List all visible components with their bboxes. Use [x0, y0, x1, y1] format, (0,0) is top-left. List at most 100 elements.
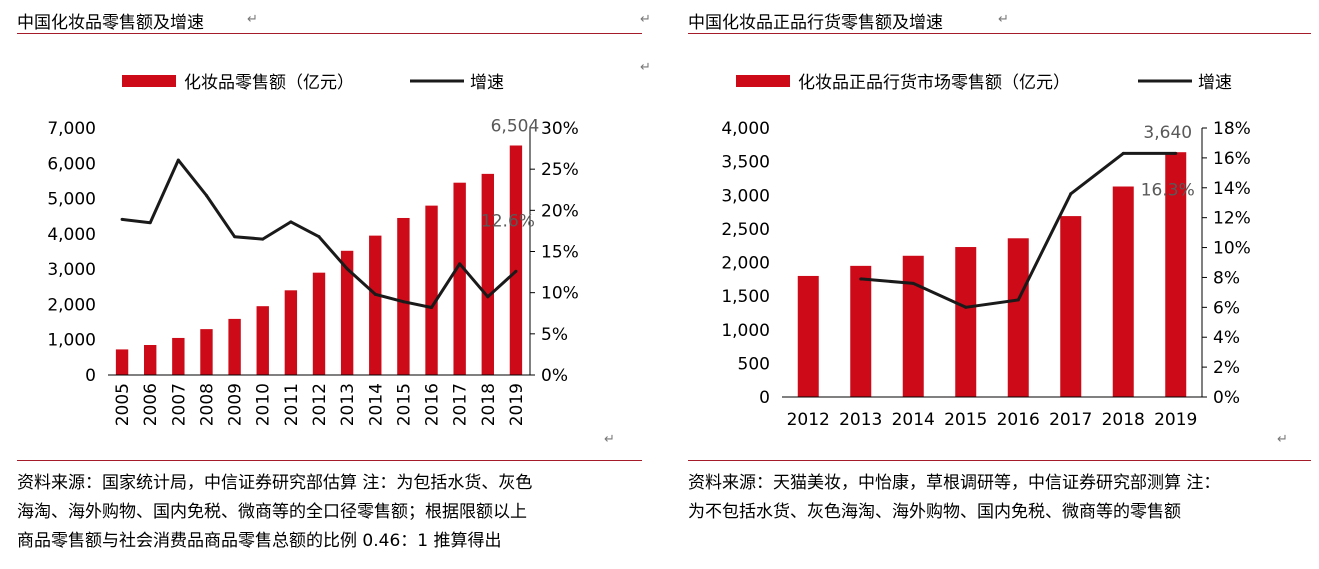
line-point: [345, 267, 349, 271]
legend-label: 化妆品正品行货市场零售额（亿元）: [798, 73, 1070, 93]
line-point: [964, 305, 968, 309]
x-tick-label: 2012: [787, 410, 830, 430]
x-tick-label: 2018: [479, 383, 499, 426]
y-left-tick-label: 5,000: [47, 190, 96, 210]
y-right-tick-label: 25%: [541, 160, 579, 180]
source-line: 资料来源：国家统计局，中信证券研究部估算 注：为包括水货、灰色: [17, 473, 533, 493]
paragraph-mark-icon: ↵: [640, 12, 651, 27]
y-left-tick-label: 2,000: [721, 254, 770, 274]
bar: [509, 145, 523, 375]
line-point: [458, 262, 462, 266]
y-right-tick-label: 2%: [1213, 358, 1240, 378]
line-point: [1016, 298, 1020, 302]
y-right-tick-label: 5%: [541, 325, 568, 345]
paragraph-mark-icon: ↵: [1277, 432, 1288, 447]
y-left-tick-label: 2,000: [47, 295, 96, 315]
left-chart: 化妆品零售额（亿元） 增速 0 1,000 2,000 3,000 4,000 5,000 6,…: [47, 73, 579, 426]
bar: [397, 217, 410, 375]
bar: [1165, 152, 1187, 397]
line-point: [233, 235, 237, 239]
x-tick-label: 2013: [839, 410, 882, 430]
paragraph-mark-icon: ↵: [998, 12, 1009, 27]
paragraph-mark-icon: ↵: [604, 432, 615, 447]
x-tick-label: 2017: [1049, 410, 1092, 430]
right-title-rule: [688, 33, 1311, 34]
y-left-tick-label: 500: [738, 354, 770, 374]
x-tick-label: 2009: [226, 383, 246, 426]
left-title-rule: [17, 33, 642, 34]
bar-value-label: 3,640: [1143, 123, 1192, 143]
y-right-tick-label: 10%: [541, 284, 579, 304]
y-right-tick-label: 20%: [541, 201, 579, 221]
bar: [284, 290, 298, 375]
y-left-tick-label: 3,000: [721, 186, 770, 206]
right-chart-title: 中国化妆品正品行货零售额及增速: [688, 13, 943, 33]
bar-value-label: 6,504: [491, 117, 540, 137]
legend-bar-swatch: [736, 75, 790, 87]
line-value-label: 16.3%: [1141, 180, 1195, 200]
y-right-tick-label: 4%: [1213, 328, 1240, 348]
source-line: 资料来源：天猫美妆，中怡康，草根调研等，中信证券研究部测算 注：: [688, 473, 1221, 493]
y-right-tick-label: 18%: [1213, 119, 1251, 139]
y-left-tick-label: 4,000: [47, 225, 96, 245]
x-tick-label: 2016: [423, 383, 443, 426]
line-point: [1174, 151, 1178, 155]
bar: [312, 272, 326, 375]
bar: [481, 173, 494, 375]
bar: [1007, 238, 1029, 397]
y-right-tick-label: 0%: [541, 366, 568, 386]
right-source-note: 资料来源：天猫美妆，中怡康，草根调研等，中信证券研究部测算 注： 为不包括水货、…: [688, 469, 1220, 527]
y-right-tick-label: 8%: [1213, 268, 1240, 288]
x-tick-label: 2014: [366, 383, 386, 426]
line-point: [401, 300, 405, 304]
y-right-tick-label: 0%: [1213, 388, 1240, 408]
line-point: [1121, 151, 1125, 155]
y-right-tick-label: 14%: [1213, 179, 1251, 199]
source-line: 为不包括水货、灰色海淘、海外购物、国内免税、微商等的零售额: [688, 502, 1181, 522]
bar: [425, 205, 438, 375]
right-chart: 化妆品正品行货市场零售额（亿元） 增速 0 500 1,000 1,500 2,000 2,5…: [721, 73, 1251, 430]
y-left-tick-label: 0: [85, 366, 96, 386]
line-point: [289, 220, 293, 224]
x-tick-label: 2011: [282, 383, 302, 426]
x-tick-label: 2018: [1102, 410, 1145, 430]
right-source-rule: [688, 460, 1311, 461]
y-left-tick-label: 1,500: [721, 287, 770, 307]
bar: [115, 349, 129, 375]
y-left-tick-label: 1,000: [721, 321, 770, 341]
y-left-tick-label: 7,000: [47, 119, 96, 139]
line-point: [373, 292, 377, 296]
y-right-tick-label: 30%: [541, 119, 579, 139]
line-point: [1069, 192, 1073, 196]
legend-bar-swatch: [122, 75, 176, 87]
bar: [256, 306, 269, 375]
source-line: 商品零售额与社会消费品商品零售总额的比例 0.46：1 推算得出: [17, 531, 502, 551]
legend-label: 增速: [1198, 73, 1232, 93]
bar: [172, 337, 185, 375]
x-tick-label: 2006: [141, 383, 161, 426]
y-right-tick-label: 12%: [1213, 209, 1251, 229]
line-point: [317, 235, 321, 239]
x-tick-label: 2019: [1154, 410, 1197, 430]
y-left-tick-label: 2,500: [721, 220, 770, 240]
x-tick-label: 2016: [997, 410, 1040, 430]
y-left-tick-label: 0: [759, 388, 770, 408]
x-tick-label: 2015: [394, 383, 414, 426]
left-source-rule: [17, 460, 642, 461]
line-point: [911, 281, 915, 285]
x-tick-label: 2015: [944, 410, 987, 430]
x-tick-label: 2014: [892, 410, 935, 430]
bar: [340, 250, 354, 375]
legend-label: 化妆品零售额（亿元）: [184, 73, 354, 93]
line-point: [261, 237, 265, 241]
x-tick-label: 2013: [338, 383, 358, 426]
line-point: [859, 277, 863, 281]
x-tick-label: 2010: [254, 383, 274, 426]
x-tick-label: 2012: [310, 383, 330, 426]
line-point: [514, 269, 518, 273]
bar: [955, 247, 977, 397]
y-right-tick-label: 6%: [1213, 298, 1240, 318]
y-left-tick-label: 3,500: [721, 153, 770, 173]
y-right-tick-label: 16%: [1213, 149, 1251, 169]
bar: [1060, 216, 1082, 397]
